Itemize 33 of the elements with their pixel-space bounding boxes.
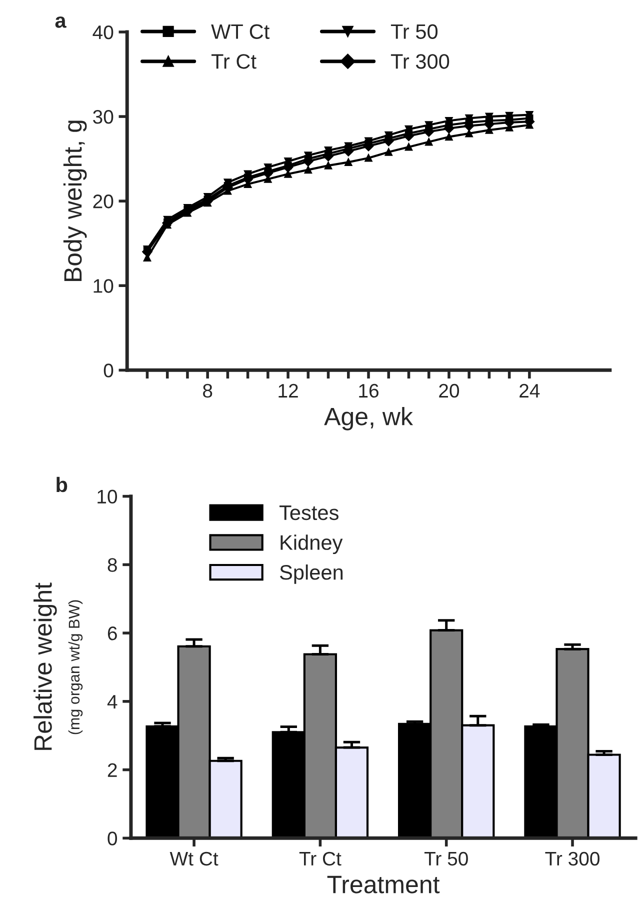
y-tick-label: 8 [108,558,117,572]
y-tick-label: 30 [93,110,114,124]
x-axis-title: Treatment [327,876,440,894]
legend-label: Tr 50 [390,24,438,39]
legend-label: WT Ct [211,24,270,39]
y-tick-label: 10 [94,279,114,293]
x-tick-label: 8 [203,384,212,398]
x-tick-label: 24 [520,384,540,398]
x-tick-label: Tr 50 [424,852,468,866]
x-tick-label: Tr Ct [299,852,342,866]
y-tick-label: 2 [108,763,117,777]
legend-label: Tr Ct [211,54,256,69]
text: b [56,476,68,492]
y-tick-label: 20 [93,194,114,208]
x-tick-label: 16 [359,384,378,398]
legend-label: Tr 300 [390,54,450,69]
legend-label: Spleen [280,564,343,584]
x-tick-label: 20 [439,384,460,398]
x-tick-label: 12 [278,384,298,398]
y-tick-label: 40 [92,25,114,40]
text: a [55,16,66,28]
y-tick-label: 0 [108,832,118,846]
x-tick-label: Wt Ct [170,852,218,866]
y-tick-label: 4 [107,695,118,708]
y-tick-label: 6 [108,626,117,640]
x-tick-label: Tr 300 [545,852,600,866]
x-axis-title: Age, wk [324,407,414,430]
legend-label: Testes [279,506,338,520]
legend-label: Kidney [280,534,343,554]
y-axis-title: Body weight, g [63,120,87,282]
y-tick-label: 0 [104,364,114,378]
y-axis-title: Relative weight (mg organ wt/g BW) [34,582,83,750]
y-tick-label: 10 [98,490,118,504]
